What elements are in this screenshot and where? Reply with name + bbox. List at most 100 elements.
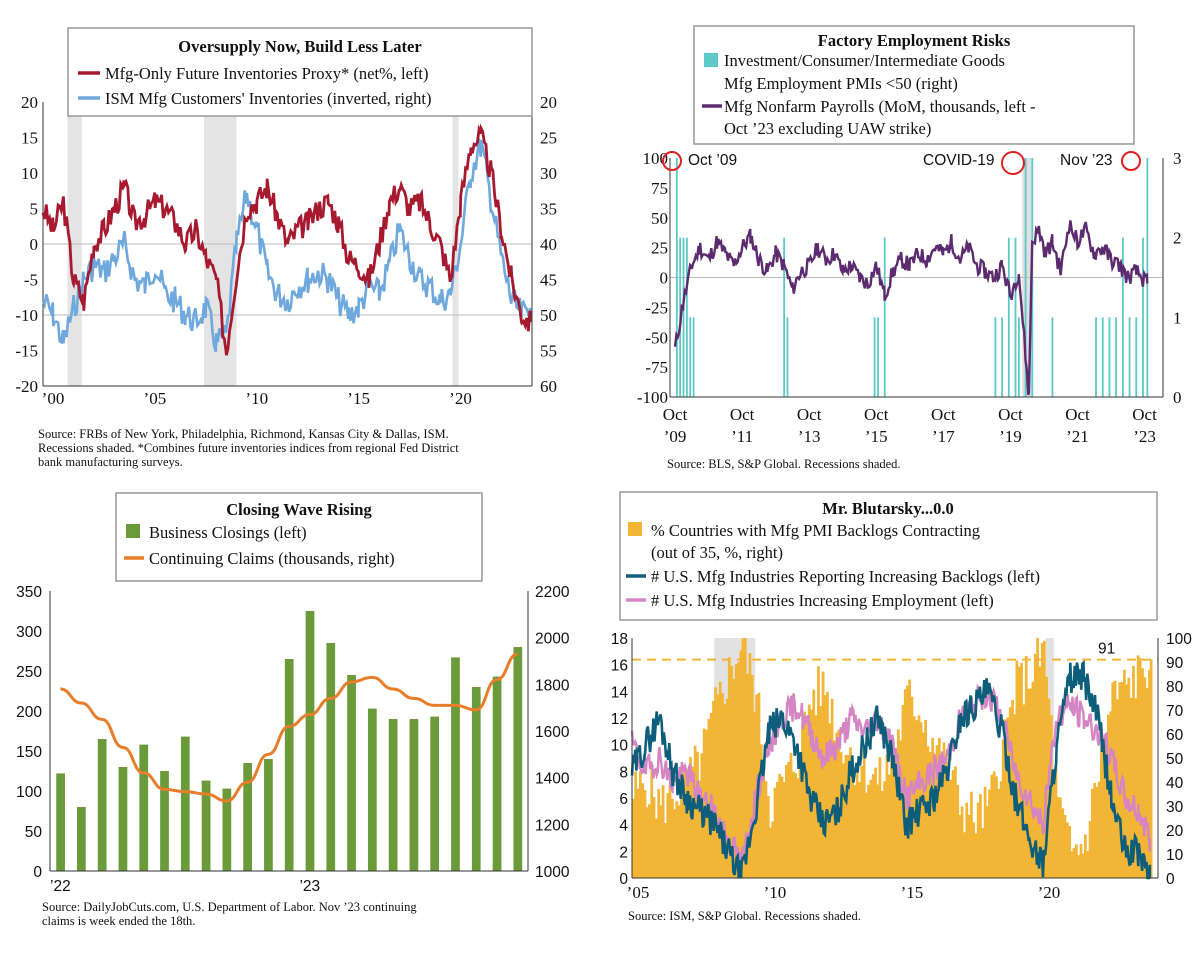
chart-title: Factory Employment Risks: [818, 31, 1011, 50]
pmi-bar-11: [994, 317, 997, 397]
backlog-bar-140: [951, 770, 955, 878]
pmi-bar-8: [873, 317, 876, 397]
x-tick-2-year: ’13: [798, 427, 821, 446]
source-line-0: Source: DailyJobCuts.com, U.S. Departmen…: [42, 900, 417, 914]
right-axis-tick-4: 1400: [535, 771, 570, 788]
backlog-bar-146: [965, 802, 969, 878]
legend-swatch-1: [628, 522, 642, 536]
backlog-bar-108: [878, 757, 882, 878]
legend-label-2: Continuing Claims (thousands, right): [149, 549, 395, 568]
left-axis-tick-8: -20: [15, 377, 38, 396]
backlog-bar-9: [652, 797, 656, 878]
backlog-bar-162: [1001, 739, 1005, 878]
series-continuing-claims: [60, 652, 519, 803]
left-axis-tick-3: 25: [651, 239, 668, 258]
backlog-bar-222: [1138, 657, 1142, 878]
closing-bar-19: [451, 657, 460, 871]
backlog-bar-28: [696, 751, 699, 878]
chart-blutarsky: 91 18 16 14 12 10 8 6 4 2 0 100 90 80 70 60 50 40 30 20 10 0’…: [600, 478, 1200, 956]
backlog-bar-103: [867, 784, 870, 878]
backlog-bar-14: [664, 823, 667, 878]
backlog-bar-2: [636, 788, 640, 878]
right-axis-tick-5: 50: [1166, 751, 1184, 768]
backlog-bar-104: [869, 779, 873, 878]
left-axis-tick-0: 100: [643, 149, 669, 168]
backlog-bar-99: [858, 781, 861, 878]
pmi-bar-12: [1001, 317, 1004, 397]
highlight-circle-nov23: [1121, 151, 1141, 171]
pmi-bar-18: [1051, 317, 1054, 397]
source-line-1: claims is week ended the 18th.: [42, 914, 195, 928]
backlog-bar-42: [727, 657, 731, 878]
backlog-bar-70: [791, 771, 795, 878]
legend-label-4: # U.S. Mfg Industries Increasing Employm…: [651, 591, 994, 610]
x-tick-4-year: ’17: [932, 427, 955, 446]
backlog-bar-75: [803, 711, 807, 878]
backlog-bar-205: [1100, 745, 1103, 878]
backlog-bar-117: [899, 740, 902, 878]
closing-bar-14: [347, 675, 356, 871]
chart-factory-employment-svg: 100 75 50 25 0 -25 -50 -75 -100 3 2 1 0 Oct ’09 Oct ’11 O…: [637, 25, 1182, 471]
backlog-bar-136: [942, 742, 946, 878]
x-tick-7-month: Oct: [1132, 405, 1157, 424]
chart-blutarsky-svg: 911816141210864201009080706050403020100’…: [611, 491, 1192, 923]
annotation-oct09: Oct ’09: [688, 152, 737, 169]
backlog-bar-43: [730, 665, 733, 878]
backlog-bar-26: [691, 766, 695, 878]
right-axis-tick-1: 2: [1173, 229, 1182, 248]
pmi-bar-10: [883, 237, 886, 397]
x-tick-3: ’20: [1038, 883, 1061, 902]
x-tick-3: ’15: [347, 389, 370, 408]
backlog-bar-17: [671, 798, 674, 878]
left-axis-tick-1: 16: [611, 658, 628, 675]
pmi-bar-26: [1142, 237, 1144, 397]
chart-title: Mr. Blutarsky...0.0: [822, 499, 953, 518]
backlog-bar-13: [661, 785, 665, 878]
x-tick-6-month: Oct: [1065, 405, 1090, 424]
backlog-bar-186: [1056, 796, 1060, 878]
left-axis-tick-7: -15: [15, 342, 38, 361]
legend-swatch-1: [126, 524, 140, 538]
annotation-nov23: Nov ’23: [1060, 152, 1113, 169]
backlog-bar-111: [885, 754, 889, 878]
backlog-bar-145: [963, 832, 966, 878]
backlog-bar-183: [1049, 715, 1053, 878]
left-axis-tick-0: 20: [21, 93, 38, 112]
backlog-bar-197: [1081, 853, 1085, 878]
backlog-bar-18: [673, 809, 676, 878]
backlog-bar-224: [1143, 677, 1147, 878]
backlog-bar-11: [657, 789, 661, 878]
x-tick-1: ’05: [144, 389, 167, 408]
backlog-bar-1: [634, 771, 638, 878]
backlog-bar-4: [641, 783, 645, 878]
x-tick-5-year: ’19: [999, 427, 1022, 446]
backlog-bar-204: [1097, 781, 1101, 878]
backlog-bar-173: [1027, 688, 1030, 878]
backlog-bar-210: [1111, 682, 1115, 878]
right-axis-tick-3: 0: [1173, 388, 1182, 407]
closing-bar-1: [77, 807, 86, 871]
legend-box: [67, 27, 533, 117]
backlog-bar-174: [1029, 688, 1032, 878]
closing-bar-4: [139, 744, 149, 871]
right-axis-tick-7: 30: [1166, 799, 1184, 816]
x-tick-3-month: Oct: [864, 405, 889, 424]
x-tick-0: ’05: [627, 883, 650, 902]
backlog-bar-191: [1068, 825, 1072, 878]
legend-label-1: Mfg-Only Future Inventories Proxy* (net%…: [105, 64, 429, 83]
left-axis-tick-6: -50: [645, 328, 668, 347]
left-axis-tick-2: 10: [21, 164, 38, 183]
backlog-bar-179: [1040, 643, 1044, 878]
chart-closing-wave: 350 300 250 200 150 100 50 0 2200 2000 1800 1600 140…: [0, 478, 600, 956]
backlog-bar-180: [1042, 640, 1046, 878]
backlog-bar-213: [1118, 682, 1122, 878]
x-tick-1: ’23: [299, 878, 320, 895]
x-tick-0: ’00: [42, 389, 65, 408]
backlog-bar-114: [892, 762, 895, 878]
backlog-bar-125: [917, 715, 921, 878]
backlog-bar-206: [1102, 740, 1106, 878]
backlog-bar-202: [1093, 782, 1097, 878]
backlog-bar-201: [1091, 788, 1094, 878]
backlog-bar-159: [995, 776, 998, 878]
pmi-bar-23: [1121, 237, 1124, 397]
